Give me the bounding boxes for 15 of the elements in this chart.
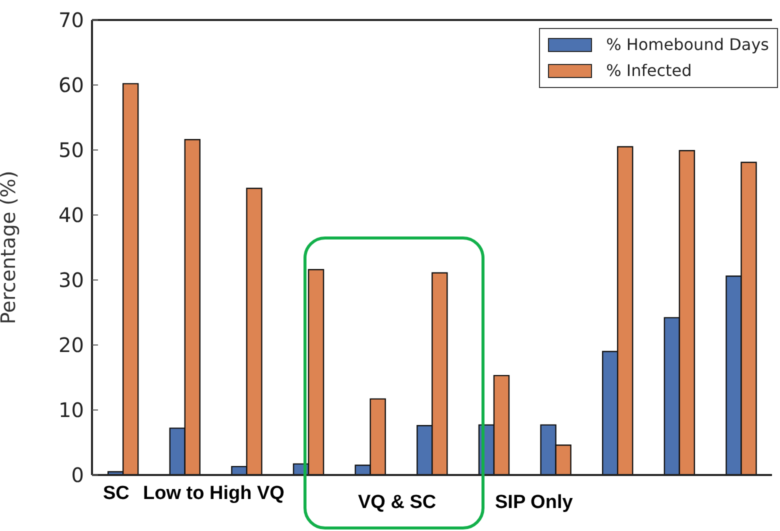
- text: VQ & SC: [355, 490, 440, 516]
- y-tick-label: 20: [58, 333, 84, 358]
- legend-label: % Homebound Days: [606, 34, 769, 56]
- text: Low to High VQ: [140, 481, 288, 507]
- y-tick-label: 0: [71, 463, 84, 488]
- y-tick-label: 40: [58, 203, 84, 228]
- legend-label: % Infected: [606, 60, 692, 82]
- y-axis-title: Percentage (%): [0, 170, 20, 324]
- text: SIP Only: [492, 490, 576, 516]
- y-tick-label: 10: [58, 398, 84, 422]
- text: SC: [100, 481, 132, 507]
- y-tick-label: 30: [58, 268, 84, 292]
- y-tick-label: 50: [58, 138, 84, 162]
- y-tick-label: 60: [58, 73, 84, 98]
- y-tick-label: 70: [58, 8, 84, 32]
